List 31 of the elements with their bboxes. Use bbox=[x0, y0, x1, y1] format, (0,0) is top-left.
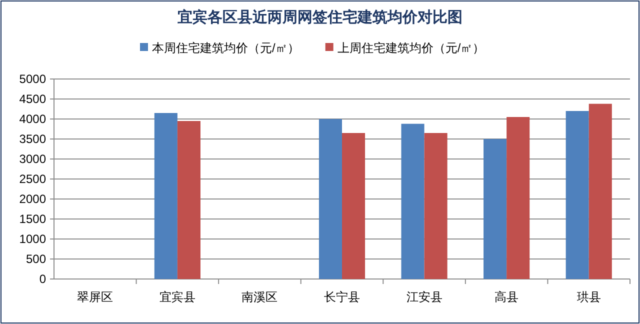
x-tick-label: 江安县 bbox=[406, 290, 442, 304]
bar bbox=[154, 113, 178, 279]
chart-title: 宜宾各区县近两周网签住宅建筑均价对比图 bbox=[178, 8, 462, 26]
y-tick-label: 0 bbox=[39, 272, 46, 286]
bar bbox=[424, 133, 448, 279]
bar bbox=[588, 104, 612, 279]
y-tick-label: 1000 bbox=[19, 232, 46, 246]
bar bbox=[506, 117, 530, 279]
x-tick-label: 翠屏区 bbox=[77, 290, 114, 304]
bar bbox=[484, 139, 507, 279]
y-tick-label: 2500 bbox=[19, 172, 46, 186]
y-tick-label: 5000 bbox=[19, 72, 46, 86]
y-tick-label: 4500 bbox=[19, 92, 46, 106]
bar bbox=[401, 124, 424, 279]
bar bbox=[177, 121, 200, 279]
y-tick-label: 500 bbox=[26, 252, 46, 266]
bar bbox=[566, 111, 589, 279]
legend-label: 上周住宅建筑均价（元/㎡） bbox=[337, 41, 485, 55]
x-tick-label: 南溪区 bbox=[242, 290, 278, 304]
x-tick-label: 高县 bbox=[494, 290, 519, 304]
y-tick-label: 2000 bbox=[19, 192, 46, 206]
y-tick-label: 1500 bbox=[19, 212, 46, 226]
x-tick-label: 长宁县 bbox=[324, 290, 360, 304]
y-tick-label: 3500 bbox=[19, 132, 46, 146]
bar bbox=[318, 119, 342, 279]
bar bbox=[342, 133, 366, 279]
y-tick-label: 3000 bbox=[19, 152, 46, 166]
x-tick-label: 宜宾县 bbox=[159, 290, 196, 304]
x-tick-label: 珙县 bbox=[576, 290, 601, 304]
legend-label: 本周住宅建筑均价（元/㎡） bbox=[152, 41, 300, 55]
y-tick-label: 4000 bbox=[19, 112, 46, 126]
